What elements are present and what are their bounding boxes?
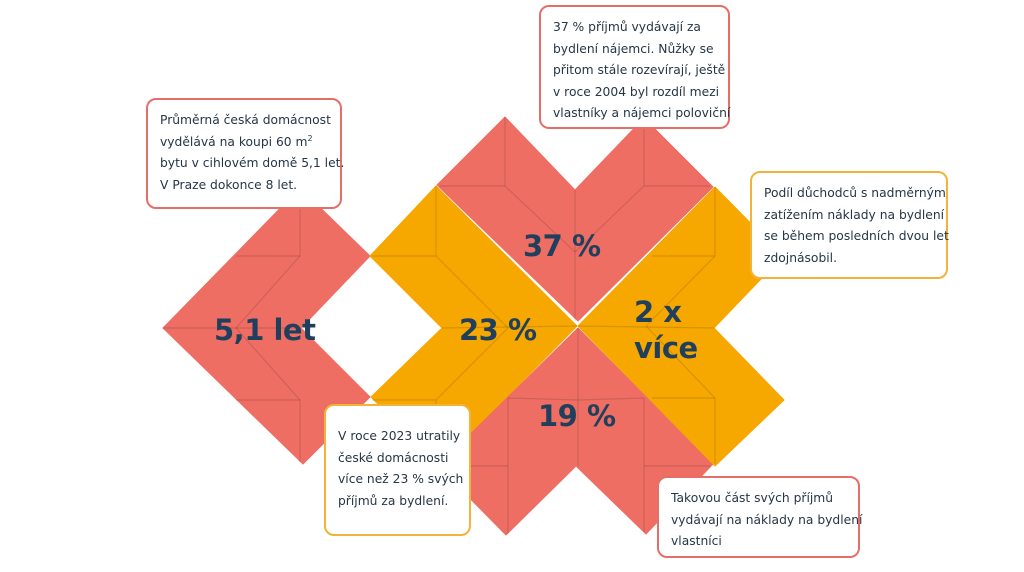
callout-years-line3: bytu v cihlovém domě 5,1 let. (160, 156, 345, 170)
callout-households-line2: české domácnosti (338, 450, 449, 465)
stat-years: 5,1 let (214, 313, 316, 347)
callout-owners-line3: vlastníci (671, 534, 722, 548)
gold-chevron-center (369, 185, 578, 467)
gold-right-seam-3 (645, 325, 716, 399)
callout-years-superscript: 2 (307, 133, 313, 143)
callout-pensioners-line1: Podíl důchodců s nadměrným (764, 186, 946, 200)
callout-pensioners: Podíl důchodců s nadměrným zatížením nák… (750, 171, 949, 279)
coral-chevron-top (436, 116, 714, 322)
stat-double-line1: 2 x (634, 295, 682, 329)
coral-bottom-seam-8 (577, 397, 645, 401)
callout-owners: Takovou část svých příjmů vydávají na ná… (657, 476, 863, 558)
callout-years-line2-text: vydělává na koupi 60 m (160, 134, 308, 149)
gold-center-shape (369, 185, 578, 467)
stat-double-line2: více (634, 331, 698, 365)
callout-renters: 37 % příjmů vydávají za bydlení nájemci.… (539, 5, 730, 129)
callout-households-line4: příjmů za bydlení. (338, 493, 449, 508)
coral-top-seam-2 (504, 185, 576, 253)
callout-owners-line2: vydávají na náklady na bydlení (671, 512, 863, 527)
callout-years-line2: vydělává na koupi 60 m2 (160, 132, 328, 154)
gold-center-seam-2 (435, 255, 509, 329)
stat-19-percent: 19 % (538, 399, 616, 433)
callout-renters-line4: v roce 2004 byl rozdíl mezi (553, 84, 720, 99)
coral-bottom-seam-7 (507, 397, 579, 401)
callout-renters-line5: vlastníky a nájemci poloviční (553, 106, 731, 120)
stat-37-percent: 37 % (523, 229, 601, 263)
callout-households-line1: V roce 2023 utratily (338, 429, 461, 443)
gold-right-seam-2 (645, 255, 716, 327)
callout-owners-line1: Takovou část svých příjmů (671, 491, 834, 505)
callout-years-line1: Průměrná česká domácnost (160, 113, 331, 127)
gold-center-seam-3 (435, 327, 509, 401)
callout-renters-line1: 37 % příjmů vydávají za (553, 20, 701, 34)
callout-pensioners-line3: se během posledních dvou let (764, 229, 949, 243)
callout-households: V roce 2023 utratily české domácnosti ví… (324, 404, 471, 536)
coral-top-seam-3 (574, 185, 645, 253)
gold-right-seam-6 (577, 325, 715, 329)
callout-pensioners-line4: zdojnásobil. (764, 250, 838, 265)
callout-pensioners-line2: zatížením náklady na bydlení (764, 207, 945, 222)
gold-center-seam-6 (441, 325, 578, 329)
callout-renters-line3: přitom stále rozevírají, ještě (553, 63, 726, 77)
stat-23-percent: 23 % (459, 313, 537, 347)
stat-double: 2 x více (634, 294, 698, 366)
callout-renters-line2: bydlení nájemci. Nůžky se (553, 41, 714, 56)
callout-households-line3: více než 23 % svých (338, 472, 464, 486)
coral-left-seam-3 (235, 327, 301, 401)
callout-years-line4: V Praze dokonce 8 let. (160, 177, 298, 192)
callout-years: Průměrná česká domácnost vydělává na kou… (146, 98, 345, 209)
coral-left-seam-2 (235, 255, 301, 329)
